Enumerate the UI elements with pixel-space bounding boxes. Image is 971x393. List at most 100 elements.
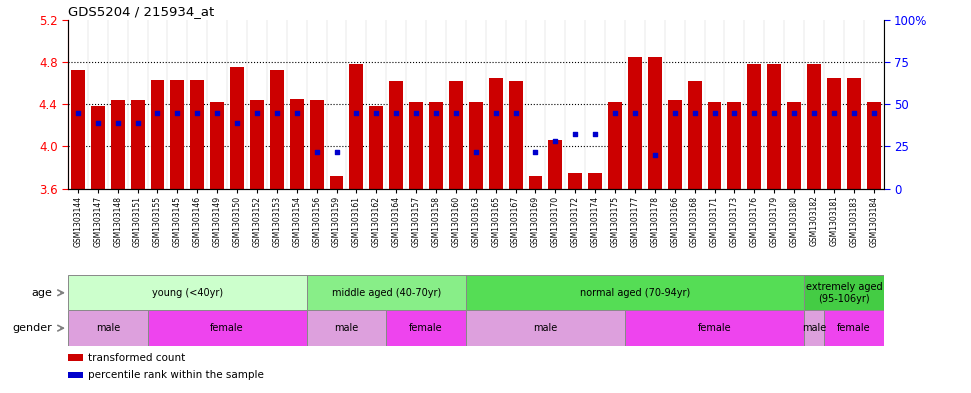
Text: male: male	[533, 323, 557, 333]
Text: female: female	[211, 323, 244, 333]
Point	[170, 109, 185, 116]
Bar	[270, 70, 284, 189]
Point	[686, 109, 702, 116]
Text: young (<40yr): young (<40yr)	[151, 288, 223, 298]
Point	[189, 109, 205, 116]
Bar	[625, 310, 804, 346]
Point	[647, 152, 662, 158]
Bar	[307, 310, 386, 346]
Bar	[549, 140, 562, 189]
Bar	[148, 310, 307, 346]
Text: transformed count: transformed count	[88, 353, 185, 363]
Point	[229, 120, 245, 126]
Point	[587, 130, 603, 137]
Bar	[389, 81, 403, 189]
Bar	[68, 372, 83, 378]
Bar	[466, 310, 625, 346]
Bar	[807, 64, 820, 189]
Point	[468, 149, 484, 155]
Point	[210, 109, 225, 116]
Text: male: male	[334, 323, 358, 333]
Bar	[409, 102, 423, 189]
Bar	[68, 275, 307, 310]
Point	[349, 109, 364, 116]
Point	[309, 149, 324, 155]
Bar	[847, 78, 860, 189]
Point	[130, 120, 146, 126]
Point	[428, 109, 444, 116]
Point	[269, 109, 285, 116]
Bar	[727, 102, 742, 189]
Bar	[608, 102, 622, 189]
Point	[388, 109, 404, 116]
Point	[607, 109, 622, 116]
Point	[409, 109, 424, 116]
Text: gender: gender	[13, 323, 52, 333]
Point	[787, 109, 802, 116]
Text: middle aged (40-70yr): middle aged (40-70yr)	[332, 288, 441, 298]
Text: female: female	[698, 323, 731, 333]
Text: male: male	[95, 323, 119, 333]
Bar	[466, 275, 804, 310]
Point	[726, 109, 742, 116]
Bar	[68, 310, 148, 346]
Bar	[310, 100, 323, 189]
Point	[667, 109, 683, 116]
Text: age: age	[31, 288, 52, 298]
Bar	[71, 70, 84, 189]
Bar	[687, 81, 702, 189]
Point	[707, 109, 722, 116]
Point	[487, 109, 503, 116]
Bar	[648, 57, 662, 189]
Point	[826, 109, 842, 116]
Point	[508, 109, 523, 116]
Point	[846, 109, 861, 116]
Point	[369, 109, 385, 116]
Bar	[509, 81, 522, 189]
Bar	[867, 102, 881, 189]
Bar	[588, 173, 602, 189]
Bar	[210, 102, 224, 189]
Text: percentile rank within the sample: percentile rank within the sample	[88, 370, 264, 380]
Bar	[369, 106, 384, 189]
Point	[567, 130, 583, 137]
Bar	[230, 67, 244, 189]
Point	[806, 109, 821, 116]
Text: extremely aged
(95-106yr): extremely aged (95-106yr)	[806, 282, 882, 303]
Point	[548, 138, 563, 144]
Point	[747, 109, 762, 116]
Bar	[91, 106, 105, 189]
Bar	[350, 64, 363, 189]
Bar	[171, 80, 184, 189]
Bar	[668, 100, 682, 189]
Bar	[329, 176, 344, 189]
Bar	[68, 354, 83, 361]
Bar	[787, 102, 801, 189]
Bar	[111, 100, 124, 189]
Bar	[429, 102, 443, 189]
Bar	[824, 310, 884, 346]
Bar	[131, 100, 145, 189]
Bar	[386, 310, 466, 346]
Point	[90, 120, 106, 126]
Bar	[708, 102, 721, 189]
Point	[289, 109, 305, 116]
Bar	[528, 176, 543, 189]
Point	[866, 109, 882, 116]
Bar	[767, 64, 781, 189]
Bar	[449, 81, 463, 189]
Bar	[190, 80, 204, 189]
Bar	[827, 78, 841, 189]
Bar	[469, 102, 483, 189]
Point	[150, 109, 165, 116]
Bar	[628, 57, 642, 189]
Text: female: female	[409, 323, 443, 333]
Bar	[289, 99, 304, 189]
Bar	[748, 64, 761, 189]
Point	[329, 149, 345, 155]
Point	[766, 109, 782, 116]
Bar	[151, 80, 164, 189]
Point	[527, 149, 543, 155]
Point	[70, 109, 85, 116]
Bar	[250, 100, 264, 189]
